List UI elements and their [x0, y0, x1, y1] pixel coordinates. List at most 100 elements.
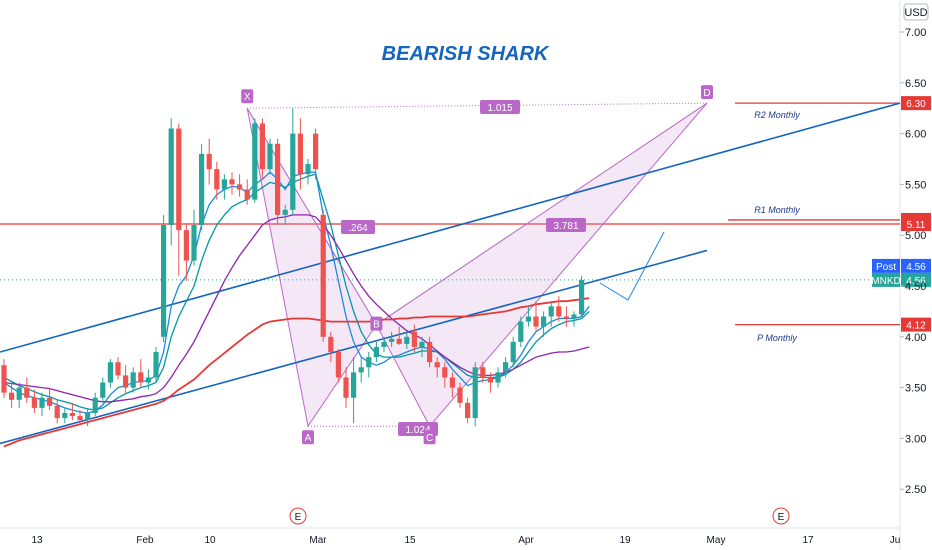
candle[interactable] — [161, 214, 167, 342]
price-badge[interactable]: MNKD 4.56 — [871, 272, 931, 287]
candle[interactable] — [563, 306, 569, 327]
candle[interactable] — [237, 174, 243, 197]
level-badge-label: 4.12 — [906, 321, 926, 332]
candle[interactable] — [107, 359, 113, 388]
candle[interactable] — [427, 336, 433, 368]
pattern-point-label: D — [703, 88, 710, 99]
candle[interactable] — [487, 372, 493, 393]
candle[interactable] — [54, 399, 60, 424]
currency-badge[interactable]: USD — [903, 3, 929, 21]
time-axis[interactable]: 13 Feb 10 Mar 15 Apr 19 May 17 Ju E E — [31, 507, 900, 546]
candle[interactable] — [214, 162, 220, 200]
candle[interactable] — [465, 397, 471, 424]
pattern-point-a[interactable]: A — [302, 430, 314, 445]
candle[interactable] — [145, 369, 151, 390]
candle[interactable] — [343, 367, 349, 408]
candle[interactable] — [123, 365, 129, 393]
candle[interactable] — [472, 362, 478, 427]
candle[interactable] — [9, 382, 15, 408]
candle[interactable] — [571, 311, 577, 327]
pattern-point-x[interactable]: X — [241, 89, 254, 104]
candle[interactable] — [313, 128, 319, 180]
level-badge[interactable]: 6.30 — [901, 96, 931, 111]
pattern-point-b[interactable]: B — [370, 316, 383, 331]
candle[interactable] — [533, 301, 539, 332]
candle[interactable] — [115, 357, 121, 380]
candle[interactable] — [252, 118, 258, 203]
candle[interactable] — [100, 377, 106, 403]
candle[interactable] — [39, 392, 45, 417]
earnings-marker[interactable]: E — [289, 507, 307, 525]
price-axis[interactable]: 7.00 6.50 6.00 5.50 5.00 4.50 4.00 3.50 3.00 2.50… — [900, 3, 929, 496]
candle[interactable] — [47, 387, 53, 410]
candle[interactable] — [480, 362, 486, 383]
candle[interactable] — [510, 336, 516, 368]
price-badge-value: 4.56 — [906, 276, 926, 287]
candle[interactable] — [244, 179, 250, 205]
candle[interactable] — [275, 138, 281, 226]
candle[interactable] — [138, 359, 144, 388]
candle[interactable] — [503, 357, 509, 378]
price-badge[interactable]: Post 4.56 — [872, 258, 931, 273]
candle[interactable] — [548, 301, 554, 327]
pattern-point-c[interactable]: C — [423, 430, 436, 445]
candle[interactable] — [305, 159, 311, 185]
candle[interactable] — [335, 348, 341, 383]
candle[interactable] — [290, 108, 296, 215]
ratio-label[interactable]: 3.781 — [546, 218, 586, 232]
candle[interactable] — [153, 346, 159, 383]
candle[interactable] — [351, 357, 357, 424]
candle[interactable] — [221, 174, 227, 200]
candle[interactable] — [419, 336, 425, 358]
candle[interactable] — [366, 352, 372, 378]
candle[interactable] — [556, 296, 562, 322]
candle[interactable] — [1, 359, 7, 398]
candle[interactable] — [358, 357, 364, 383]
candle[interactable] — [85, 407, 91, 427]
level-badge[interactable]: 5.11 — [901, 217, 931, 232]
candle[interactable] — [16, 382, 22, 408]
candle[interactable] — [449, 372, 455, 398]
candle[interactable] — [389, 331, 395, 347]
candle[interactable] — [525, 306, 531, 327]
candle[interactable] — [176, 123, 182, 276]
candle[interactable] — [92, 392, 98, 417]
candle[interactable] — [282, 204, 288, 226]
candle[interactable] — [328, 331, 334, 363]
candle[interactable] — [69, 402, 75, 421]
candle[interactable] — [24, 377, 30, 403]
candle[interactable] — [77, 409, 83, 424]
pattern-point-d[interactable]: D — [701, 85, 713, 100]
candle[interactable] — [373, 341, 379, 363]
candle[interactable] — [267, 138, 273, 175]
candle[interactable] — [442, 362, 448, 388]
candle[interactable] — [183, 223, 189, 281]
candle[interactable] — [541, 311, 547, 337]
candle[interactable] — [495, 367, 501, 388]
candle[interactable] — [411, 324, 417, 353]
candle[interactable] — [206, 138, 212, 185]
candle[interactable] — [191, 209, 197, 266]
candle[interactable] — [31, 389, 37, 413]
ratio-label[interactable]: 1.015 — [480, 100, 520, 114]
candle[interactable] — [297, 118, 303, 190]
earnings-marker[interactable]: E — [772, 507, 790, 525]
candle[interactable] — [229, 172, 235, 195]
candle[interactable] — [396, 326, 402, 345]
candle[interactable] — [130, 367, 136, 393]
candle[interactable] — [320, 209, 326, 342]
candle[interactable] — [579, 275, 585, 317]
candle[interactable] — [62, 407, 68, 424]
candle[interactable] — [199, 143, 205, 231]
candle[interactable] — [404, 331, 410, 349]
ratio-label[interactable]: .264 — [341, 220, 375, 234]
candle[interactable] — [518, 316, 524, 347]
candle[interactable] — [259, 118, 265, 180]
candle[interactable] — [168, 118, 174, 246]
candle[interactable] — [457, 382, 463, 408]
candle[interactable] — [381, 336, 387, 353]
candle[interactable] — [434, 357, 440, 378]
pivot-level-name: P Monthly — [757, 333, 797, 343]
level-badge[interactable]: 4.12 — [901, 317, 931, 332]
